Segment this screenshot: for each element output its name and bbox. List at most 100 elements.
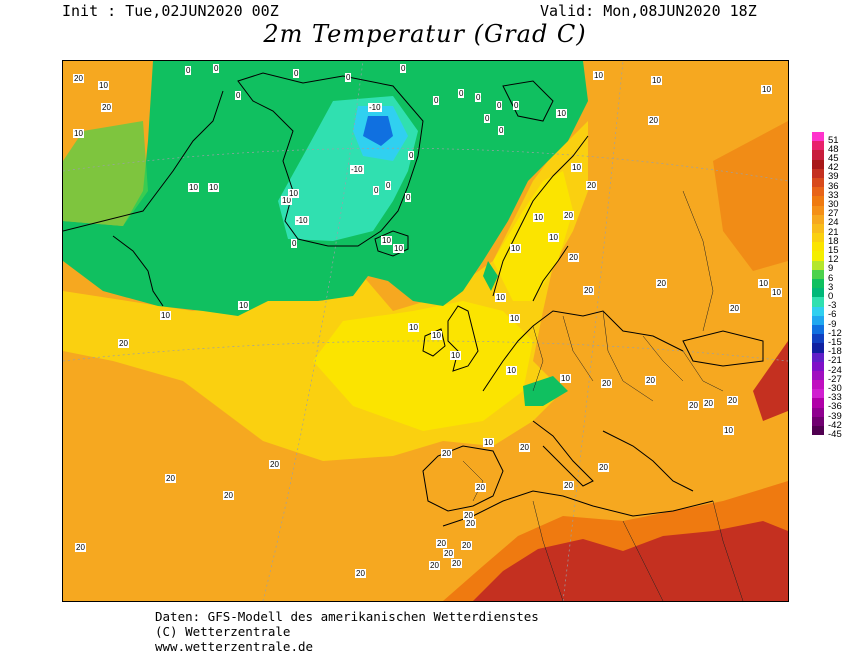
legend-swatch <box>812 315 824 325</box>
legend-swatch <box>812 343 824 353</box>
contour-label: 0 <box>484 114 491 123</box>
legend-swatch <box>812 242 824 252</box>
contour-label: 10 <box>160 311 171 320</box>
contour-label: -10 <box>368 103 382 112</box>
legend-swatch <box>812 251 824 261</box>
contour-label: 0 <box>293 69 300 78</box>
contour-label: 10 <box>510 244 521 253</box>
field-scand-yellow <box>493 171 573 301</box>
contour-label: 10 <box>509 314 520 323</box>
contour-label: 0 <box>458 89 465 98</box>
legend-tick-label: -42 <box>828 419 842 431</box>
contour-label: 20 <box>461 541 472 550</box>
contour-label: -10 <box>350 165 364 174</box>
legend-swatch <box>812 196 824 206</box>
legend-swatch <box>812 297 824 307</box>
field-yellow-core <box>313 301 533 431</box>
legend-tick-label: -39 <box>828 410 842 422</box>
contour-label: 0 <box>433 96 440 105</box>
legend-swatch <box>812 324 824 335</box>
footer-copyright: (C) Wetterzentrale <box>155 624 291 639</box>
contour-label: 20 <box>118 339 129 348</box>
contour-label: 10 <box>281 196 292 205</box>
contour-label: 20 <box>101 103 112 112</box>
contour-label: 20 <box>645 376 656 385</box>
contour-label: 20 <box>436 539 447 548</box>
field-sahara-veryhot <box>473 521 788 601</box>
contour-label: 10 <box>483 438 494 447</box>
labrador-coast <box>112 235 164 307</box>
field-greenland-coldest <box>363 116 393 146</box>
contour-label: 0 <box>373 186 380 195</box>
legend-tick-label: 24 <box>828 217 839 229</box>
contour-label: 20 <box>563 481 574 490</box>
contour-label: 20 <box>703 399 714 408</box>
map-title: 2m Temperatur (Grad C) <box>263 20 587 48</box>
legend-tick-label: 21 <box>828 226 839 238</box>
balkan-coast <box>602 430 694 492</box>
italy-coast <box>532 420 594 487</box>
legend-tick-label: -21 <box>828 355 842 367</box>
legend-tick-label: -36 <box>828 401 842 413</box>
footer-url[interactable]: www.wetterzentrale.de <box>155 639 314 654</box>
contour-label: -10 <box>295 216 309 225</box>
legend-swatches: 51 48 45 42 39 36 33 30 27 24 21 18 15 12 9 6 3 0 -3 -6 -9 -1… <box>812 132 842 440</box>
britain-coast <box>447 305 479 372</box>
map-fields <box>63 61 788 601</box>
legend-tick-label: -45 <box>828 429 842 440</box>
contour-label: 0 <box>513 101 520 110</box>
contour-label: 0 <box>408 151 415 160</box>
field-green-light <box>63 121 148 226</box>
contour-label: 10 <box>98 81 109 90</box>
legend-tick-label: 27 <box>828 208 839 220</box>
legend-swatch <box>812 260 824 270</box>
contour-label: 0 <box>498 126 505 135</box>
legend-tick-label: -9 <box>828 318 837 330</box>
legend-swatch <box>812 132 824 142</box>
contour-label: 20 <box>727 396 738 405</box>
sweden-coast <box>532 245 569 302</box>
color-legend: 51 48 45 42 39 36 33 30 27 24 21 18 15 12 9 6 3 0 -3 -6 -9 -1… <box>812 132 842 440</box>
footer: Daten: GFS-Modell des amerikanischen Wet… <box>155 609 539 654</box>
contour-label: 10 <box>758 279 769 288</box>
contour-label: 20 <box>601 379 612 388</box>
legend-tick-label: -3 <box>828 300 837 312</box>
contour-label: 20 <box>165 474 176 483</box>
contour-label: 20 <box>586 181 597 190</box>
contour-label: 20 <box>475 483 486 492</box>
contour-label: 10 <box>651 76 662 85</box>
contour-label: 0 <box>213 64 220 73</box>
contour-label: 0 <box>345 73 352 82</box>
legend-tick-label: 33 <box>828 189 839 201</box>
contour-label: 0 <box>291 239 298 248</box>
contour-label: 0 <box>385 181 392 190</box>
legend-tick-label: -15 <box>828 337 842 348</box>
contour-label: 0 <box>496 101 503 110</box>
legend-swatch <box>812 416 824 426</box>
contour-label: 0 <box>185 66 192 75</box>
legend-swatch <box>812 223 824 234</box>
legend-tick-label: -30 <box>828 383 842 394</box>
legend-swatch <box>812 233 824 243</box>
legend-swatch <box>812 389 824 399</box>
contour-label: 20 <box>429 561 440 570</box>
legend-tick-label: 42 <box>828 162 839 174</box>
legend-swatch <box>812 288 824 298</box>
legend-tick-label: 12 <box>828 254 839 266</box>
legend-tick-label: -18 <box>828 346 842 358</box>
contour-label: 0 <box>405 193 412 202</box>
contour-label: 0 <box>400 64 407 73</box>
legend-swatch <box>812 205 824 215</box>
contour-label: 20 <box>451 559 462 568</box>
contour-label: 20 <box>648 116 659 125</box>
legend-swatch <box>812 426 824 436</box>
contour-label: 20 <box>568 253 579 262</box>
valid-time: Valid: Mon,08JUN2020 18Z <box>540 2 757 20</box>
contour-label: 10 <box>431 331 442 340</box>
legend-tick-label: 18 <box>828 235 839 247</box>
contour-label: 10 <box>556 109 567 118</box>
legend-tick-label: 3 <box>828 281 834 293</box>
legend-swatch <box>812 214 824 224</box>
contour-label: 10 <box>506 366 517 375</box>
contour-label: 20 <box>583 286 594 295</box>
